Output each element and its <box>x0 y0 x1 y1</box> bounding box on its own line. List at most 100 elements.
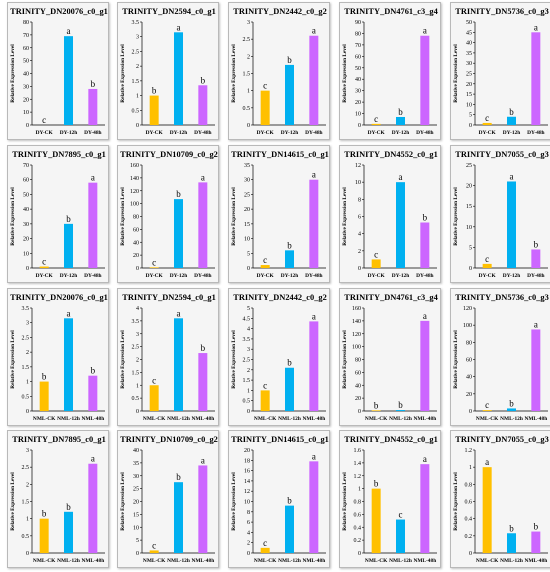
y-tick-label: 0 <box>469 123 472 129</box>
chart-title: TRINITY_DN2594_c0_g1 <box>122 7 216 16</box>
x-tick-label: DY-48h <box>305 130 322 136</box>
y-tick-label: 5 <box>247 251 250 257</box>
y-tick-label: 20 <box>355 100 361 106</box>
x-tick-label: DY-48h <box>416 273 433 279</box>
y-tick-label: 60 <box>466 358 472 364</box>
y-tick-label: 120 <box>352 332 361 338</box>
y-tick-label: 80 <box>355 31 361 37</box>
bar-mid <box>285 64 294 125</box>
bar-ck <box>149 385 159 411</box>
significance-letter: b <box>398 400 403 410</box>
y-tick-label: 3.5 <box>22 306 30 312</box>
significance-letter: b <box>287 496 292 506</box>
y-tick-label: 25 <box>133 487 139 493</box>
significance-letter: c <box>399 510 403 520</box>
chart-panel: TRINITY_DN4552_c0_g1 Relative Expression … <box>339 430 441 568</box>
x-tick-label: NML-CK <box>254 416 277 422</box>
y-tick-label: 60 <box>355 54 361 60</box>
bar-mid <box>396 182 405 268</box>
y-tick-label: 1.6 <box>354 448 362 454</box>
bar-ck <box>371 410 381 411</box>
x-tick-label: DY-12h <box>503 273 520 279</box>
y-axis-label: Relative Expression Level <box>453 472 459 531</box>
significance-letter: b <box>287 55 292 65</box>
bar-late <box>88 88 98 125</box>
bar-late <box>531 249 541 268</box>
y-tick-label: 15 <box>466 92 472 98</box>
y-tick-label: 80 <box>355 358 361 364</box>
y-tick-label: 0 <box>136 123 139 129</box>
y-tick-label: 3.5 <box>132 319 140 325</box>
chart-title: TRINITY_DN5736_c0_g3 <box>455 293 549 302</box>
y-tick-label: 20 <box>466 82 472 88</box>
y-tick-label: 40 <box>355 383 361 389</box>
chart-title: TRINITY_DN14615_c0_g1 <box>231 150 329 159</box>
significance-letter: a <box>423 454 427 464</box>
bar-chart: TRINITY_DN10709_c0_g2 Relative Expression… <box>120 150 218 279</box>
y-tick-label: 0 <box>26 551 29 557</box>
y-axis-label: Relative Expression Level <box>342 330 348 389</box>
significance-letter: b <box>66 502 71 512</box>
y-axis-label: Relative Expression Level <box>10 44 16 103</box>
significance-letter: b <box>201 75 206 85</box>
significance-letter: b <box>42 372 47 382</box>
y-tick-label: 0.5 <box>22 534 30 540</box>
bar-chart: TRINITY_DN4552_c0_g1 Relative Expression … <box>342 435 438 564</box>
y-tick-label: 10 <box>355 180 361 186</box>
bar-late <box>420 464 430 553</box>
bar-mid <box>396 116 405 125</box>
y-tick-label: 0 <box>247 266 250 272</box>
y-tick-label: 0.6 <box>354 512 362 518</box>
significance-letter: b <box>398 107 403 117</box>
chart-title: TRINITY_DN7055_c0_g3 <box>455 150 549 159</box>
bar-mid <box>174 482 183 553</box>
x-tick-label: DY-48h <box>84 130 101 136</box>
x-tick-label: NML-48h <box>524 416 547 422</box>
y-tick-label: 3.5 <box>132 20 140 26</box>
y-tick-label: 40 <box>355 77 361 83</box>
y-tick-label: 0 <box>26 266 29 272</box>
y-tick-label: 0 <box>469 266 472 272</box>
y-tick-label: 25 <box>466 163 472 169</box>
y-tick-label: 2.5 <box>132 345 140 351</box>
x-tick-label: DY-12h <box>60 273 77 279</box>
y-tick-label: 2.5 <box>243 358 251 364</box>
y-tick-label: 60 <box>133 227 139 233</box>
bar-late <box>309 321 319 411</box>
y-tick-label: 160 <box>352 306 361 312</box>
x-tick-label: NML-12h <box>167 558 190 564</box>
chart-title: TRINITY_DN4761_c3_g4 <box>344 7 438 16</box>
y-tick-label: 1 <box>358 487 361 493</box>
y-tick-label: 10 <box>466 102 472 108</box>
bar-ck <box>371 259 381 268</box>
y-tick-label: 1.5 <box>22 500 30 506</box>
chart-title: TRINITY_DN4552_c0_g1 <box>344 435 438 444</box>
y-axis-label: Relative Expression Level <box>342 44 348 103</box>
y-tick-label: 12 <box>244 489 250 495</box>
y-axis-label: Relative Expression Level <box>231 330 237 389</box>
y-tick-label: 0.8 <box>465 482 473 488</box>
y-tick-label: 1 <box>26 380 29 386</box>
x-tick-label: NML-48h <box>81 416 104 422</box>
x-tick-label: DY-12h <box>392 273 409 279</box>
y-tick-label: 3 <box>247 20 250 26</box>
x-tick-label: DY-48h <box>194 273 211 279</box>
bar-mid <box>64 223 73 268</box>
x-tick-label: DY-48h <box>416 130 433 136</box>
significance-letter: a <box>485 457 489 467</box>
x-tick-label: NML-48h <box>191 558 214 564</box>
y-tick-label: 4.5 <box>243 316 251 322</box>
bar-ck <box>260 265 270 268</box>
y-tick-label: 0.5 <box>22 394 30 400</box>
chart-panel: TRINITY_DN5736_c0_g3 Relative Expression … <box>450 2 550 140</box>
bar-mid <box>64 511 73 553</box>
bar-chart: TRINITY_DN14615_c0_g1 Relative Expression… <box>231 150 329 279</box>
y-tick-label: 14 <box>244 479 250 485</box>
significance-letter: a <box>423 311 427 321</box>
y-tick-label: 0.5 <box>132 396 140 402</box>
significance-letter: b <box>287 358 292 368</box>
y-tick-label: 0 <box>26 123 29 129</box>
chart-panel: TRINITY_DN7895_c0_g1 Relative Expression … <box>7 430 109 568</box>
y-tick-label: 0 <box>358 409 361 415</box>
